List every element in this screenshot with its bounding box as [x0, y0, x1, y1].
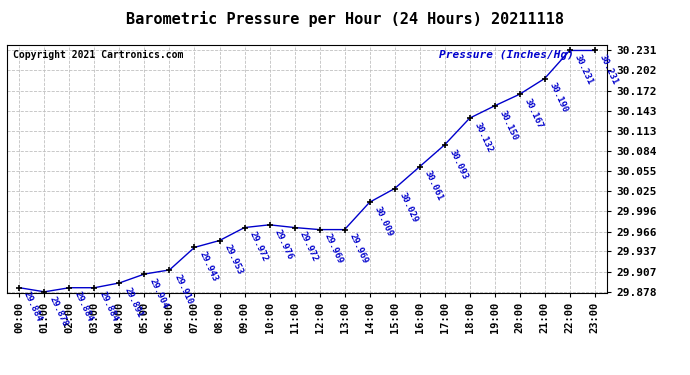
Text: 30.190: 30.190 — [547, 81, 569, 114]
Text: Pressure (Inches/Hg): Pressure (Inches/Hg) — [439, 50, 574, 60]
Text: 29.891: 29.891 — [122, 286, 144, 319]
Text: 29.884: 29.884 — [97, 291, 119, 324]
Text: 30.009: 30.009 — [373, 205, 394, 238]
Text: 30.231: 30.231 — [573, 53, 594, 86]
Text: 29.884: 29.884 — [22, 291, 44, 324]
Text: 30.093: 30.093 — [447, 148, 469, 181]
Text: 29.976: 29.976 — [273, 228, 294, 261]
Text: 29.910: 29.910 — [172, 273, 194, 306]
Text: 29.969: 29.969 — [347, 232, 369, 266]
Text: 30.167: 30.167 — [522, 97, 544, 130]
Text: 30.061: 30.061 — [422, 170, 444, 202]
Text: Copyright 2021 Cartronics.com: Copyright 2021 Cartronics.com — [13, 50, 184, 60]
Text: 30.150: 30.150 — [497, 109, 519, 142]
Text: 29.953: 29.953 — [222, 243, 244, 276]
Text: Barometric Pressure per Hour (24 Hours) 20211118: Barometric Pressure per Hour (24 Hours) … — [126, 11, 564, 27]
Text: 30.029: 30.029 — [397, 191, 419, 224]
Text: 29.943: 29.943 — [197, 250, 219, 283]
Text: 30.132: 30.132 — [473, 121, 494, 154]
Text: 29.878: 29.878 — [47, 295, 69, 328]
Text: 29.904: 29.904 — [147, 277, 169, 310]
Text: 29.884: 29.884 — [72, 291, 94, 324]
Text: 29.969: 29.969 — [322, 232, 344, 266]
Text: 29.972: 29.972 — [247, 230, 269, 263]
Text: 29.972: 29.972 — [297, 230, 319, 263]
Text: 30.231: 30.231 — [598, 53, 619, 86]
